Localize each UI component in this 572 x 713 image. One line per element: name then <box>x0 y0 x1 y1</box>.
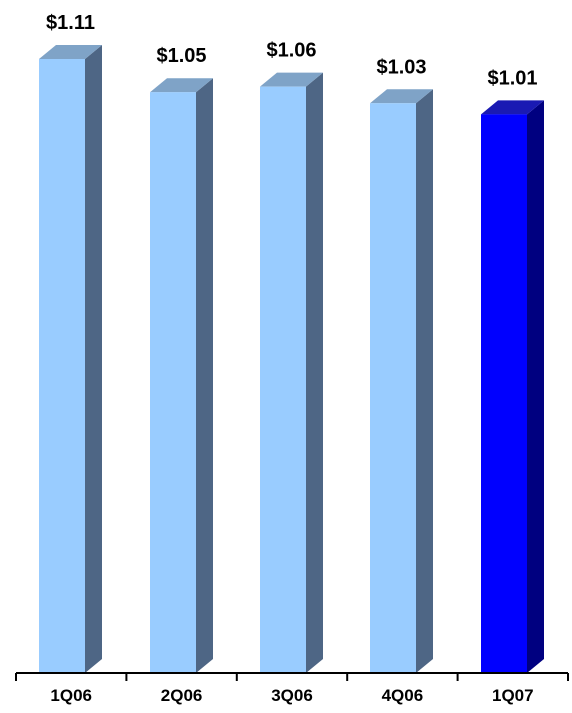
bar-front-1Q06 <box>39 59 85 673</box>
tick-label-1Q07: 1Q07 <box>492 686 534 705</box>
x-axis-tick-labels: 1Q06 2Q06 3Q06 4Q06 1Q07 <box>50 686 533 705</box>
bar-front-4Q06 <box>370 103 416 673</box>
tick-label-1Q06: 1Q06 <box>50 686 92 705</box>
data-label-2Q06: $1.05 <box>156 45 206 67</box>
bar-3Q06 <box>260 72 323 674</box>
data-label-1Q07: $1.01 <box>487 67 537 89</box>
bar-side-1Q06 <box>85 45 102 673</box>
bar-2Q06 <box>150 78 213 673</box>
bar-side-2Q06 <box>196 78 213 673</box>
bar-top-1Q07 <box>481 100 544 115</box>
bar-1Q07 <box>481 100 544 674</box>
x-axis-ticks <box>15 673 569 681</box>
bars-group <box>39 45 544 674</box>
value-labels-group: $1.11 $1.05 $1.06 $1.03 $1.01 <box>46 12 538 89</box>
bar-top-2Q06 <box>150 78 213 93</box>
data-label-4Q06: $1.03 <box>376 56 426 78</box>
tick-label-2Q06: 2Q06 <box>161 686 203 705</box>
bar-1Q06 <box>39 45 102 673</box>
bar-top-1Q06 <box>39 45 102 59</box>
bar-side-4Q06 <box>416 89 433 673</box>
bar-top-3Q06 <box>260 72 323 87</box>
bar-top-4Q06 <box>370 89 433 104</box>
bar-front-3Q06 <box>260 86 306 673</box>
bar-front-1Q07 <box>481 114 527 674</box>
tick-label-3Q06: 3Q06 <box>271 686 313 705</box>
bar-side-3Q06 <box>306 72 323 674</box>
data-label-3Q06: $1.06 <box>266 40 316 62</box>
bar-front-2Q06 <box>150 92 196 673</box>
bar-4Q06 <box>370 89 433 673</box>
tick-label-4Q06: 4Q06 <box>382 686 424 705</box>
bar-side-1Q07 <box>527 100 544 674</box>
data-label-1Q06: $1.11 <box>46 12 95 34</box>
